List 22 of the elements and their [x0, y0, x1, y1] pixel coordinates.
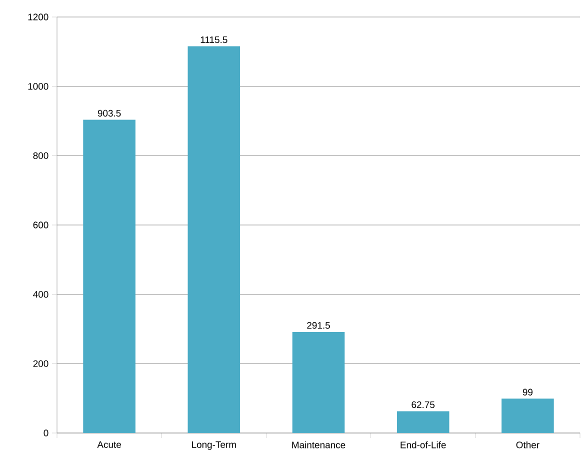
data-label: 1115.5 — [200, 36, 228, 44]
x-tick-label: Long-Term — [192, 441, 236, 450]
y-tick-label: 1200 — [28, 14, 48, 20]
y-tick-label: 200 — [33, 360, 48, 368]
y-tick-label: 800 — [33, 152, 48, 160]
x-tick-label: Maintenance — [292, 441, 346, 448]
y-tick-label: 1000 — [28, 82, 48, 90]
data-label: 99 — [522, 388, 533, 396]
x-tick-label: Other — [516, 441, 540, 448]
x-tick-label: Acute — [97, 441, 121, 448]
bar — [396, 411, 450, 433]
bar — [188, 46, 240, 433]
bar — [292, 332, 345, 433]
bar — [502, 398, 554, 433]
y-tick-label: 0 — [44, 430, 48, 436]
y-tick-label: 600 — [33, 222, 48, 228]
bar — [83, 120, 136, 433]
data-label: 62.75 — [412, 401, 435, 408]
data-label: 291.5 — [307, 322, 330, 329]
x-tick-label: End-of-Life — [400, 441, 446, 448]
data-label: 903.5 — [98, 110, 121, 117]
y-tick-label: 400 — [33, 290, 48, 298]
